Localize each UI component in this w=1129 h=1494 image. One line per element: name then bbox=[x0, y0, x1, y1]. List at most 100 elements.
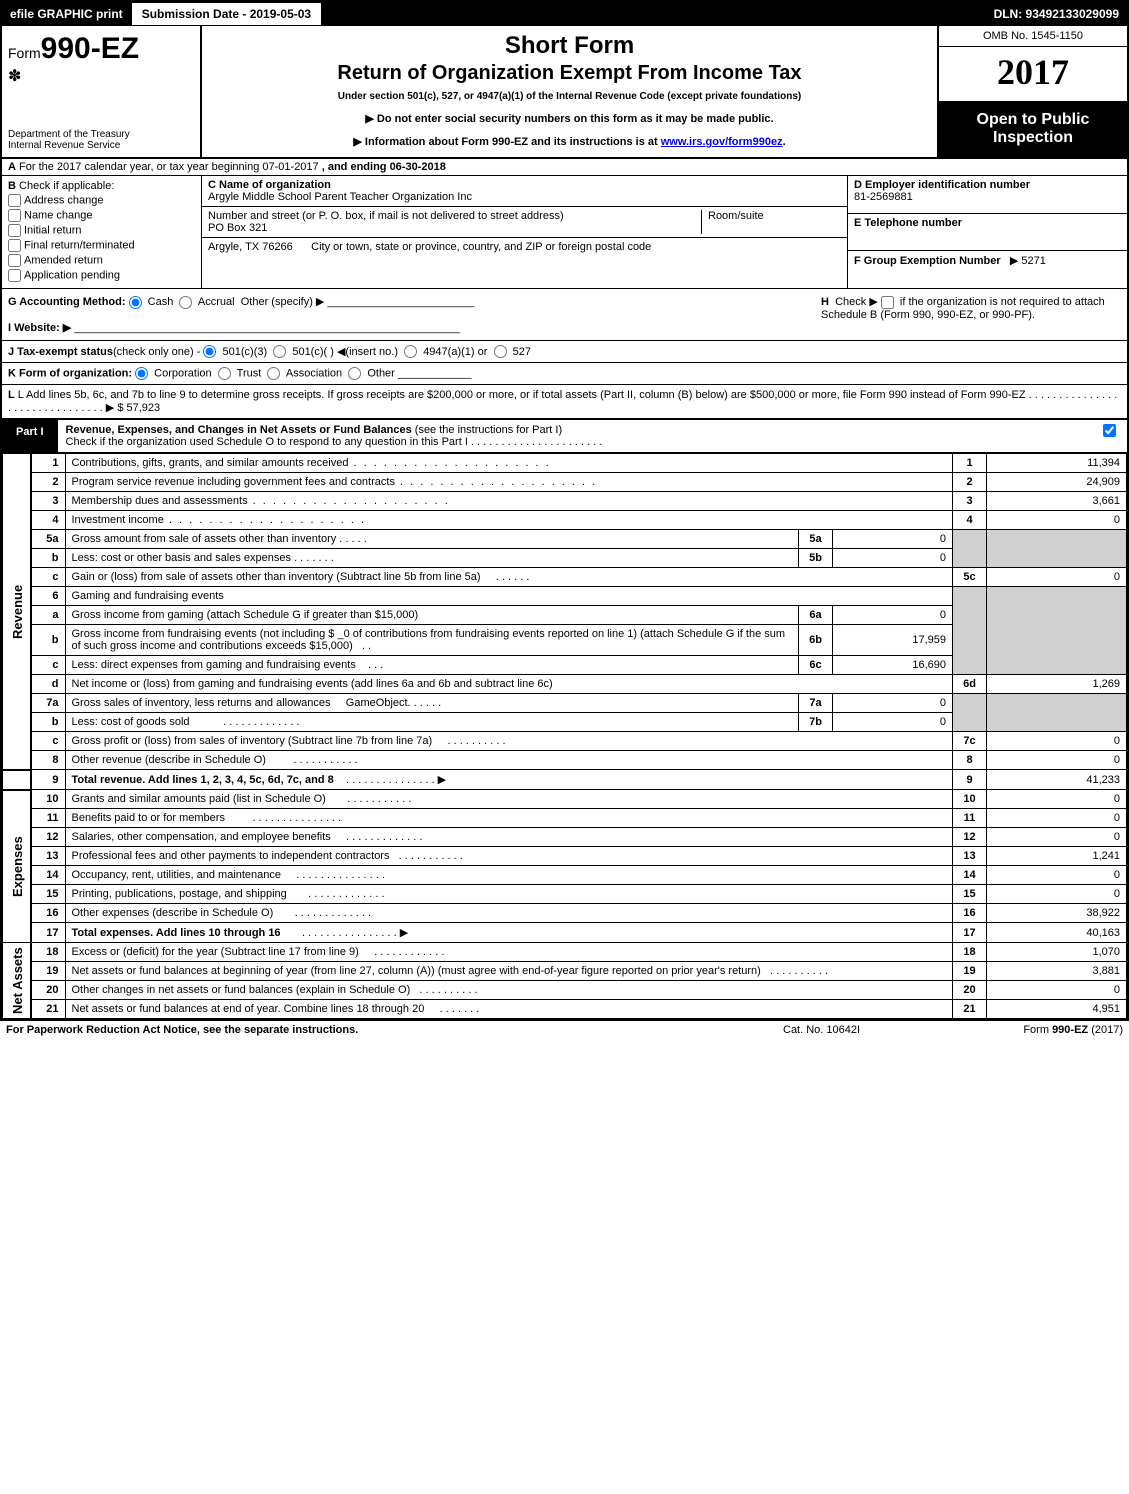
chk-address-change[interactable]: Address change bbox=[8, 194, 195, 207]
chk-initial-return[interactable]: Initial return bbox=[8, 224, 195, 237]
line-6c-desc: Less: direct expenses from gaming and fu… bbox=[72, 659, 356, 671]
line-16-desc: Other expenses (describe in Schedule O) bbox=[72, 907, 274, 919]
line-5b-val: 0 bbox=[833, 549, 953, 568]
chk-amended-return[interactable]: Amended return bbox=[8, 254, 195, 267]
form-container: efile GRAPHIC print Submission Date - 20… bbox=[0, 0, 1129, 1021]
line-19-val: 3,881 bbox=[987, 962, 1127, 981]
g-accounting: G Accounting Method: Cash Accrual Other … bbox=[8, 295, 821, 309]
line-6b-desc: Gross income from fundraising events (no… bbox=[72, 628, 786, 652]
line-12-desc: Salaries, other compensation, and employ… bbox=[72, 831, 331, 843]
dept-label: Department of the Treasury Internal Reve… bbox=[8, 129, 194, 151]
part-1-title: Revenue, Expenses, and Changes in Net As… bbox=[58, 420, 1095, 452]
omb-number: OMB No. 1545-1150 bbox=[939, 26, 1127, 47]
city-value: Argyle, TX 76266 bbox=[208, 241, 293, 253]
line-10-desc: Grants and similar amounts paid (list in… bbox=[72, 793, 326, 805]
lines-table: Revenue 1 Contributions, gifts, grants, … bbox=[2, 453, 1127, 1019]
line-20-desc: Other changes in net assets or fund bala… bbox=[72, 984, 411, 996]
line-11-desc: Benefits paid to or for members bbox=[72, 812, 225, 824]
open-to-public: Open to Public Inspection bbox=[939, 101, 1127, 157]
top-bar: efile GRAPHIC print Submission Date - 20… bbox=[2, 2, 1127, 26]
line-9-desc: Total revenue. Add lines 1, 2, 3, 4, 5c,… bbox=[72, 774, 334, 786]
radio-other-org[interactable] bbox=[348, 367, 361, 380]
radio-assoc[interactable] bbox=[267, 367, 280, 380]
subtitle: Under section 501(c), 527, or 4947(a)(1)… bbox=[214, 91, 925, 102]
footer-cat: Cat. No. 10642I bbox=[783, 1024, 963, 1036]
street-label: Number and street (or P. O. box, if mail… bbox=[208, 210, 701, 222]
radio-cash[interactable] bbox=[129, 296, 142, 309]
part-1-checkbox[interactable] bbox=[1095, 420, 1127, 452]
form-number: Form990-EZ ✽ bbox=[8, 32, 194, 86]
line-1-num: 1 bbox=[31, 454, 65, 473]
chk-h-schedule-b[interactable] bbox=[881, 296, 894, 309]
line-5c-val: 0 bbox=[987, 568, 1127, 587]
line-6d-val: 1,269 bbox=[987, 675, 1127, 694]
line-6a-val: 0 bbox=[833, 606, 953, 625]
section-g-h-i: G Accounting Method: Cash Accrual Other … bbox=[2, 289, 1127, 341]
radio-501c[interactable] bbox=[273, 345, 286, 358]
side-revenue: Revenue bbox=[3, 454, 32, 770]
radio-501c3[interactable] bbox=[203, 345, 216, 358]
part-1-tag: Part I bbox=[2, 420, 58, 452]
row-a-tax-year: A For the 2017 calendar year, or tax yea… bbox=[2, 159, 1127, 176]
col-c-org-info: C Name of organization Argyle Middle Sch… bbox=[202, 176, 847, 288]
line-5a-val: 0 bbox=[833, 530, 953, 549]
line-7c-val: 0 bbox=[987, 732, 1127, 751]
city-label: City or town, state or province, country… bbox=[311, 241, 651, 253]
line-7b-val: 0 bbox=[833, 713, 953, 732]
line-1-val: 11,394 bbox=[987, 454, 1127, 473]
title-short-form: Short Form bbox=[214, 32, 925, 60]
line-14-desc: Occupancy, rent, utilities, and maintena… bbox=[72, 869, 282, 881]
line-21-desc: Net assets or fund balances at end of ye… bbox=[72, 1003, 425, 1015]
c-name-value: Argyle Middle School Parent Teacher Orga… bbox=[208, 191, 841, 203]
radio-4947[interactable] bbox=[404, 345, 417, 358]
f-group-label: F Group Exemption Number bbox=[854, 255, 1001, 267]
line-12-val: 0 bbox=[987, 828, 1127, 847]
radio-527[interactable] bbox=[494, 345, 507, 358]
part-1-header: Part I Revenue, Expenses, and Changes in… bbox=[2, 420, 1127, 453]
section-k: K Form of organization: Corporation Trus… bbox=[2, 363, 1127, 385]
line-6-desc: Gaming and fundraising events bbox=[65, 587, 953, 606]
e-phone-label: E Telephone number bbox=[854, 217, 1121, 229]
chk-final-return[interactable]: Final return/terminated bbox=[8, 239, 195, 252]
line-5c-desc: Gain or (loss) from sale of assets other… bbox=[72, 571, 481, 583]
tax-year: 2017 bbox=[939, 47, 1127, 101]
line-6d-desc: Net income or (loss) from gaming and fun… bbox=[72, 678, 553, 690]
line-6c-val: 16,690 bbox=[833, 656, 953, 675]
side-expenses: Expenses bbox=[3, 790, 32, 943]
line-14-val: 0 bbox=[987, 866, 1127, 885]
dln-label: DLN: 93492133029099 bbox=[986, 3, 1127, 25]
i-website: I Website: ▶ ___________________________… bbox=[8, 321, 821, 334]
line-17-val: 40,163 bbox=[987, 923, 1127, 943]
line-16-val: 38,922 bbox=[987, 904, 1127, 923]
side-net-assets: Net Assets bbox=[3, 943, 32, 1019]
chk-name-change[interactable]: Name change bbox=[8, 209, 195, 222]
line-5b-desc: Less: cost or other basis and sales expe… bbox=[72, 552, 292, 564]
chk-application-pending[interactable]: Application pending bbox=[8, 269, 195, 282]
line-3-desc: Membership dues and assessments bbox=[72, 495, 248, 507]
section-l: L L Add lines 5b, 6c, and 7b to line 9 t… bbox=[2, 385, 1127, 420]
section-j: J Tax-exempt status(check only one) - 50… bbox=[2, 341, 1127, 364]
footer-form: Form 990-EZ (2017) bbox=[963, 1024, 1123, 1036]
page-footer: For Paperwork Reduction Act Notice, see … bbox=[0, 1021, 1129, 1039]
line-2-desc: Program service revenue including govern… bbox=[72, 476, 395, 488]
section-b-through-f: B Check if applicable: Address change Na… bbox=[2, 176, 1127, 289]
irs-link[interactable]: www.irs.gov/form990ez bbox=[661, 136, 783, 148]
line-9-val: 41,233 bbox=[987, 770, 1127, 790]
line-15-desc: Printing, publications, postage, and shi… bbox=[72, 888, 287, 900]
radio-accrual[interactable] bbox=[179, 296, 192, 309]
radio-trust[interactable] bbox=[218, 367, 231, 380]
line-4-val: 0 bbox=[987, 511, 1127, 530]
note-link: ▶ Information about Form 990-EZ and its … bbox=[214, 135, 925, 148]
footer-left: For Paperwork Reduction Act Notice, see … bbox=[6, 1024, 783, 1036]
radio-corp[interactable] bbox=[135, 367, 148, 380]
line-5a-desc: Gross amount from sale of assets other t… bbox=[72, 533, 337, 545]
header-left: Form990-EZ ✽ Department of the Treasury … bbox=[2, 26, 202, 157]
line-7b-desc: Less: cost of goods sold bbox=[72, 716, 190, 728]
title-return: Return of Organization Exempt From Incom… bbox=[214, 62, 925, 85]
note-ssn: ▶ Do not enter social security numbers o… bbox=[214, 112, 925, 125]
room-suite: Room/suite bbox=[701, 210, 841, 234]
d-ein-label: D Employer identification number bbox=[854, 179, 1121, 191]
col-b-checkboxes: B Check if applicable: Address change Na… bbox=[2, 176, 202, 288]
line-6a-desc: Gross income from gaming (attach Schedul… bbox=[72, 609, 419, 621]
line-10-val: 0 bbox=[987, 790, 1127, 809]
